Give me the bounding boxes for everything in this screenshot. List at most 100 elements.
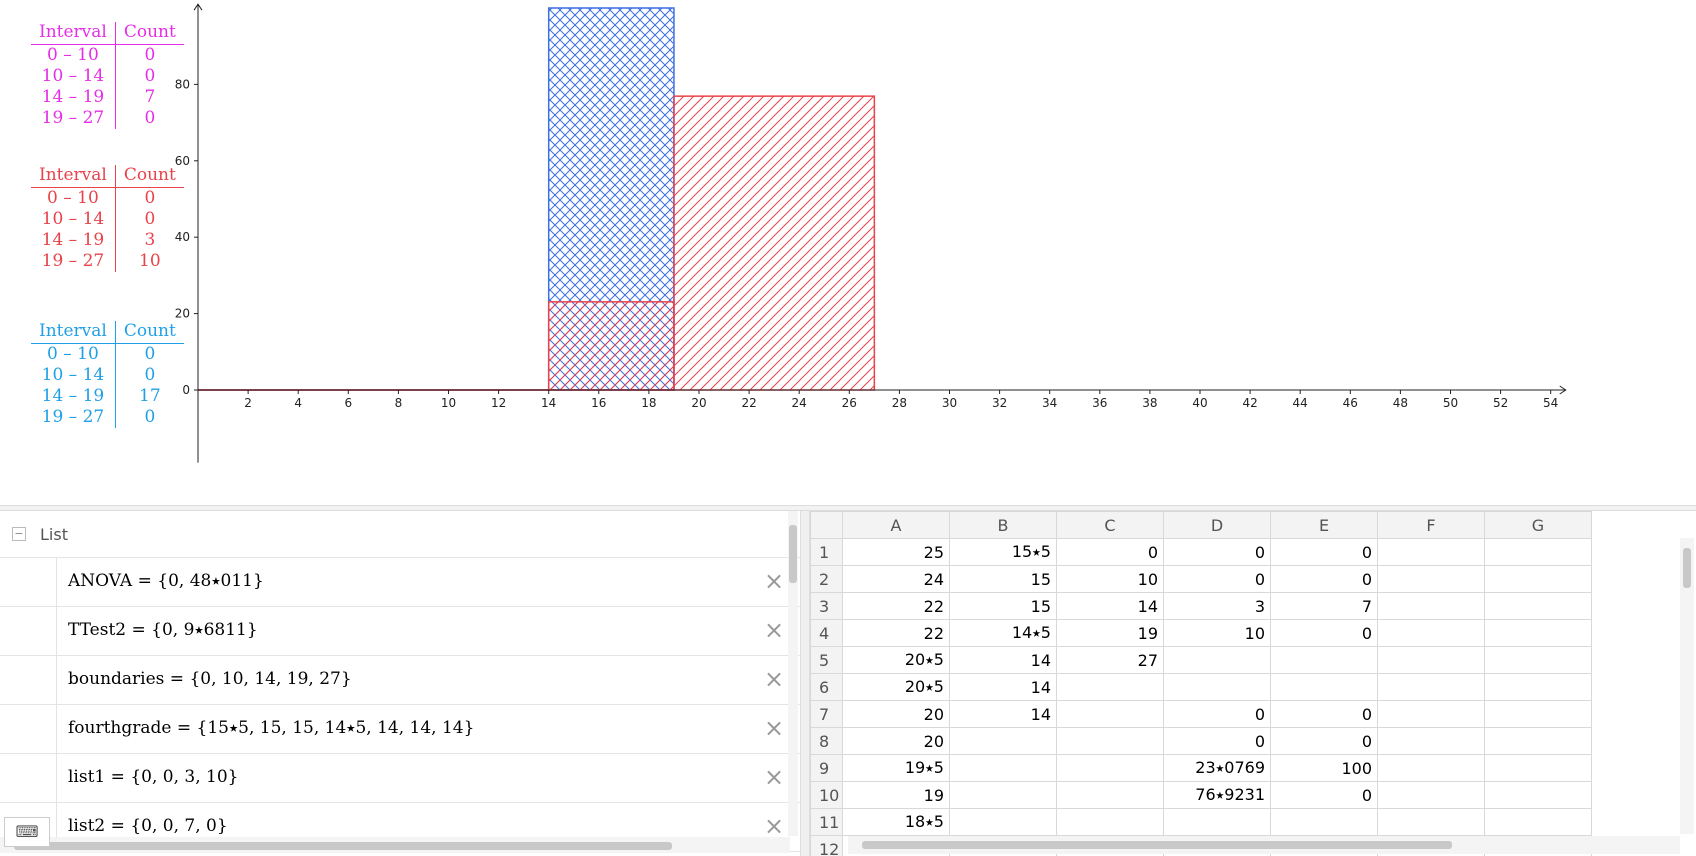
row-header[interactable]: 10 (810, 781, 843, 809)
visibility-toggle[interactable] (0, 803, 57, 851)
cell-c7[interactable] (1056, 700, 1164, 728)
cell-b8[interactable] (949, 727, 1057, 755)
cell-a2[interactable]: 24 (842, 565, 950, 593)
algebra-expression[interactable]: fourthgrade = {15⭑5, 15, 15, 14⭑5, 14, 1… (68, 718, 474, 738)
visibility-toggle[interactable] (0, 558, 57, 606)
cell-e8[interactable]: 0 (1270, 727, 1378, 755)
cell-g9[interactable] (1484, 754, 1592, 782)
row-header[interactable]: 5 (810, 646, 843, 674)
cell-d11[interactable] (1163, 808, 1271, 836)
algebra-item-ttest2[interactable]: TTest2 = {0, 9⭑6811} × (0, 607, 800, 656)
algebra-item-anova[interactable]: ANOVA = {0, 48⭑011} × (0, 558, 800, 607)
collapse-icon[interactable]: − (12, 527, 26, 541)
cell-b10[interactable] (949, 781, 1057, 809)
cell-f9[interactable] (1377, 754, 1485, 782)
algebra-expression[interactable]: TTest2 = {0, 9⭑6811} (68, 620, 258, 640)
cell-c5[interactable]: 27 (1056, 646, 1164, 674)
cell-b2[interactable]: 15 (949, 565, 1057, 593)
cell-c8[interactable] (1056, 727, 1164, 755)
algebra-expression[interactable]: ANOVA = {0, 48⭑011} (68, 571, 264, 591)
cell-d1[interactable]: 0 (1163, 538, 1271, 566)
delete-icon[interactable]: × (764, 616, 785, 644)
histogram-bar-2-2[interactable] (673, 95, 876, 391)
cell-a11[interactable]: 18⭑5 (842, 808, 950, 836)
cell-e10[interactable]: 0 (1270, 781, 1378, 809)
cell-c10[interactable] (1056, 781, 1164, 809)
cell-d10[interactable]: 76⭑9231 (1163, 781, 1271, 809)
graphics-view[interactable]: 2 4 6 8 10 12 14 16 18 20 22 24 26 28 30 32 34 36 38 40 42 44… (0, 0, 1696, 505)
cell-d4[interactable]: 10 (1163, 619, 1271, 647)
cell-a5[interactable]: 20⭑5 (842, 646, 950, 674)
cell-b5[interactable]: 14 (949, 646, 1057, 674)
visibility-toggle[interactable] (0, 754, 57, 802)
view-divider[interactable] (0, 505, 1696, 511)
column-header-e[interactable]: E (1270, 511, 1378, 539)
cell-b1[interactable]: 15⭑5 (949, 538, 1057, 566)
cell-g8[interactable] (1484, 727, 1592, 755)
delete-icon[interactable]: × (764, 665, 785, 693)
cell-d2[interactable]: 0 (1163, 565, 1271, 593)
algebra-expression[interactable]: boundaries = {0, 10, 14, 19, 27} (68, 669, 352, 689)
cell-g4[interactable] (1484, 619, 1592, 647)
cell-g10[interactable] (1484, 781, 1592, 809)
cell-b6[interactable]: 14 (949, 673, 1057, 701)
algebra-expression[interactable]: list1 = {0, 0, 3, 10} (68, 767, 238, 787)
cell-a7[interactable]: 20 (842, 700, 950, 728)
histogram-bar-2-1[interactable] (547, 301, 675, 391)
cell-f3[interactable] (1377, 592, 1485, 620)
spreadsheet-horizontal-scrollbar[interactable] (848, 836, 1680, 854)
cell-g11[interactable] (1484, 808, 1592, 836)
cell-c1[interactable]: 0 (1056, 538, 1164, 566)
cell-e9[interactable]: 100 (1270, 754, 1378, 782)
row-header[interactable]: 7 (810, 700, 843, 728)
row-header[interactable]: 11 (810, 808, 843, 836)
cell-d8[interactable]: 0 (1163, 727, 1271, 755)
histogram-chart[interactable]: 2 4 6 8 10 12 14 16 18 20 22 24 26 28 30 32 34 36 38 40 42 44… (0, 0, 1696, 505)
cell-d9[interactable]: 23⭑0769 (1163, 754, 1271, 782)
view-divider-vertical[interactable] (800, 511, 810, 856)
cell-b3[interactable]: 15 (949, 592, 1057, 620)
cell-c3[interactable]: 14 (1056, 592, 1164, 620)
cell-g5[interactable] (1484, 646, 1592, 674)
cell-g1[interactable] (1484, 538, 1592, 566)
visibility-toggle[interactable] (0, 607, 57, 655)
column-header-a[interactable]: A (842, 511, 950, 539)
cell-e5[interactable] (1270, 646, 1378, 674)
cell-d7[interactable]: 0 (1163, 700, 1271, 728)
keyboard-icon[interactable]: ⌨ (4, 817, 50, 847)
cell-e11[interactable] (1270, 808, 1378, 836)
algebra-item-list1[interactable]: list1 = {0, 0, 3, 10} × (0, 754, 800, 803)
cell-a1[interactable]: 25 (842, 538, 950, 566)
cell-c2[interactable]: 10 (1056, 565, 1164, 593)
visibility-toggle[interactable] (0, 705, 57, 753)
cell-f8[interactable] (1377, 727, 1485, 755)
cell-f6[interactable] (1377, 673, 1485, 701)
algebra-item-boundaries[interactable]: boundaries = {0, 10, 14, 19, 27} × (0, 656, 800, 705)
corner-cell[interactable] (810, 511, 843, 539)
cell-b9[interactable] (949, 754, 1057, 782)
cell-g3[interactable] (1484, 592, 1592, 620)
cell-e1[interactable]: 0 (1270, 538, 1378, 566)
cell-a8[interactable]: 20 (842, 727, 950, 755)
cell-e6[interactable] (1270, 673, 1378, 701)
cell-f4[interactable] (1377, 619, 1485, 647)
cell-f1[interactable] (1377, 538, 1485, 566)
row-header[interactable]: 12 (810, 835, 843, 856)
visibility-toggle[interactable] (0, 656, 57, 704)
cell-f10[interactable] (1377, 781, 1485, 809)
delete-icon[interactable]: × (764, 812, 785, 840)
column-header-d[interactable]: D (1163, 511, 1271, 539)
cell-a4[interactable]: 22 (842, 619, 950, 647)
cell-f2[interactable] (1377, 565, 1485, 593)
cell-f7[interactable] (1377, 700, 1485, 728)
spreadsheet-grid[interactable]: A B C D E F G 1 25 15⭑5 0 0 0 2 24 15 10 0 0 3 22 15 14 3 7 4 22 14… (810, 511, 1592, 856)
cell-d6[interactable] (1163, 673, 1271, 701)
cell-a3[interactable]: 22 (842, 592, 950, 620)
algebra-view[interactable]: − List ANOVA = {0, 48⭑011} × TTest2 = {0, … (0, 511, 800, 856)
cell-b7[interactable]: 14 (949, 700, 1057, 728)
column-header-g[interactable]: G (1484, 511, 1592, 539)
delete-icon[interactable]: × (764, 763, 785, 791)
row-header[interactable]: 4 (810, 619, 843, 647)
spreadsheet-vertical-scrollbar[interactable] (1680, 538, 1694, 834)
cell-d5[interactable] (1163, 646, 1271, 674)
